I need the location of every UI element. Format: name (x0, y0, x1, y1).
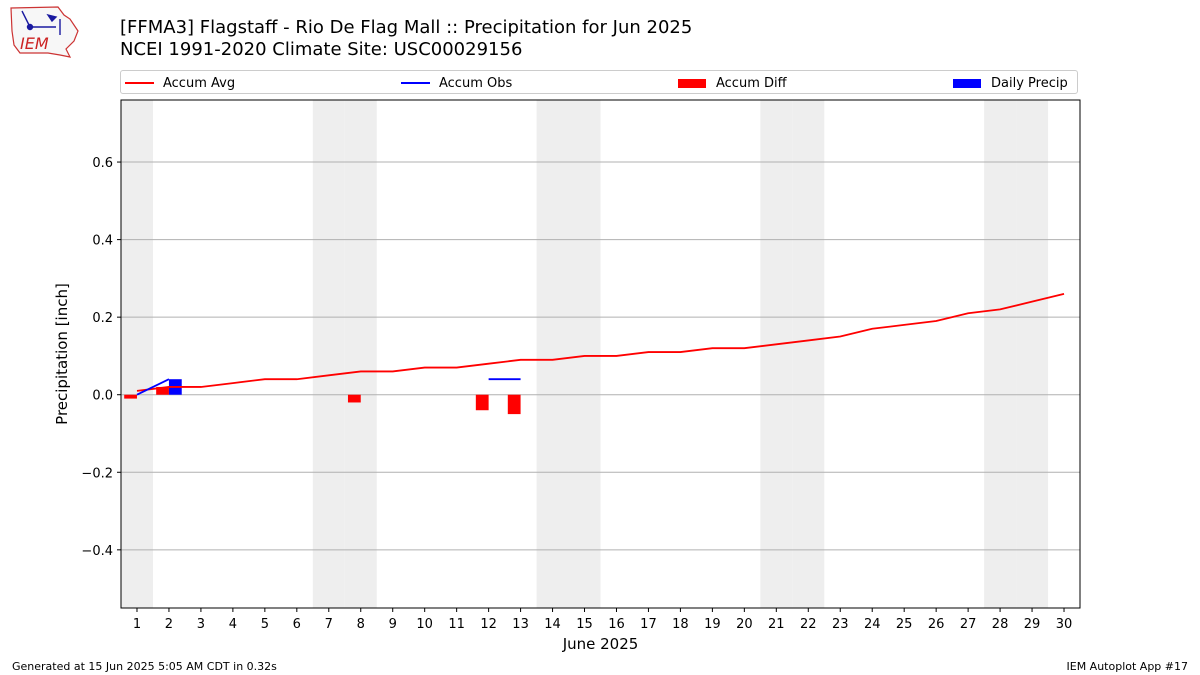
legend-swatch-accum-diff (678, 78, 706, 88)
y-tick-label: −0.4 (81, 544, 113, 559)
legend-label-accum-avg: Accum Avg (163, 75, 236, 91)
x-tick-label: 25 (896, 617, 913, 632)
weekend-band-day-29 (1016, 100, 1049, 608)
x-tick-label: 8 (357, 617, 365, 632)
accum-diff-bar (475, 394, 489, 411)
x-tick-label: 7 (325, 617, 333, 632)
weekend-band-day-7 (312, 100, 345, 608)
x-tick-label: 15 (576, 617, 593, 632)
x-tick-label: 2 (165, 617, 173, 632)
chart-legend: Accum Avg Accum Obs Accum Diff Daily Pre… (120, 70, 1078, 94)
accum-diff-bar (507, 394, 521, 415)
x-tick-label: 16 (608, 617, 625, 632)
x-tick-label: 18 (672, 617, 689, 632)
y-tick-label: 0.4 (92, 234, 113, 249)
legend-swatch-accum-avg (125, 82, 154, 84)
x-tick-label: 11 (448, 617, 465, 632)
y-tick-label: −0.2 (81, 466, 113, 481)
x-tick-label: 5 (261, 617, 269, 632)
weekend-band-day-21 (760, 100, 793, 608)
legend-label-accum-obs: Accum Obs (439, 75, 513, 91)
x-tick-label: 20 (736, 617, 753, 632)
x-tick-label: 29 (1024, 617, 1041, 632)
accum-diff-bar (347, 394, 361, 403)
legend-label-accum-diff: Accum Diff (716, 75, 787, 91)
legend-label-daily-precip: Daily Precip (991, 75, 1068, 91)
iem-logo: IEM (10, 6, 79, 58)
weekend-band-day-14 (536, 100, 569, 608)
legend-item-accum-avg: Accum Avg (125, 74, 235, 92)
x-tick-label: 14 (544, 617, 561, 632)
legend-item-daily-precip: Daily Precip (953, 74, 1068, 92)
legend-swatch-daily-precip (953, 78, 981, 88)
weekend-bands (121, 100, 1049, 608)
generated-timestamp: Generated at 15 Jun 2025 5:05 AM CDT in … (12, 660, 277, 673)
weekend-band-day-15 (568, 100, 601, 608)
legend-item-accum-diff: Accum Diff (678, 74, 787, 92)
x-axis-label: June 2025 (562, 635, 639, 653)
x-tick-label: 23 (832, 617, 849, 632)
y-tick-label: 0.6 (92, 156, 113, 171)
x-axis-ticks: 1 2 3 4 5 6 7 8 9 10 11 12 13 14 15 16 17 18 19 20 21 22 23 24 2… (133, 608, 1072, 632)
accum-obs-line (136, 378, 170, 396)
accum-diff-bar (156, 386, 169, 395)
weekend-band-day-28 (984, 100, 1017, 608)
x-tick-label: 9 (389, 617, 397, 632)
x-tick-label: 4 (229, 617, 237, 632)
y-axis-ticks: −0.4 −0.2 0.0 0.2 0.4 0.6 (81, 156, 121, 559)
plot-frame (120, 99, 1081, 609)
y-tick-label: 0.0 (92, 389, 113, 404)
bar-series (124, 379, 521, 415)
x-tick-label: 22 (800, 617, 817, 632)
x-tick-label: 10 (416, 617, 433, 632)
x-tick-label: 21 (768, 617, 785, 632)
weekend-band-day-22 (792, 100, 825, 608)
chart-title: [FFMA3] Flagstaff - Rio De Flag Mall :: … (120, 17, 693, 38)
legend-item-accum-obs: Accum Obs (401, 74, 512, 92)
weekend-band-day-8 (344, 100, 377, 608)
app-label: IEM Autoplot App #17 (1066, 660, 1189, 673)
x-tick-label: 6 (293, 617, 301, 632)
logo-text: IEM (20, 34, 49, 53)
x-tick-label: 26 (928, 617, 945, 632)
legend-swatch-accum-obs (401, 82, 430, 84)
accum-avg-line (136, 293, 1065, 392)
x-tick-label: 30 (1056, 617, 1073, 632)
x-tick-label: 19 (704, 617, 721, 632)
x-tick-label: 1 (133, 617, 141, 632)
x-tick-label: 12 (480, 617, 497, 632)
x-tick-label: 17 (640, 617, 657, 632)
x-tick-label: 24 (864, 617, 881, 632)
chart-subtitle: NCEI 1991-2020 Climate Site: USC00029156 (120, 39, 523, 60)
x-tick-label: 3 (197, 617, 205, 632)
x-tick-label: 13 (512, 617, 529, 632)
y-tick-label: 0.2 (92, 311, 113, 326)
weekend-band-day-1 (121, 100, 153, 608)
accum-diff-bar (124, 394, 137, 399)
x-tick-label: 28 (992, 617, 1009, 632)
y-axis-label: Precipitation [inch] (53, 283, 71, 425)
line-series (136, 293, 1065, 396)
grid-lines (121, 161, 1080, 551)
x-tick-label: 27 (960, 617, 977, 632)
